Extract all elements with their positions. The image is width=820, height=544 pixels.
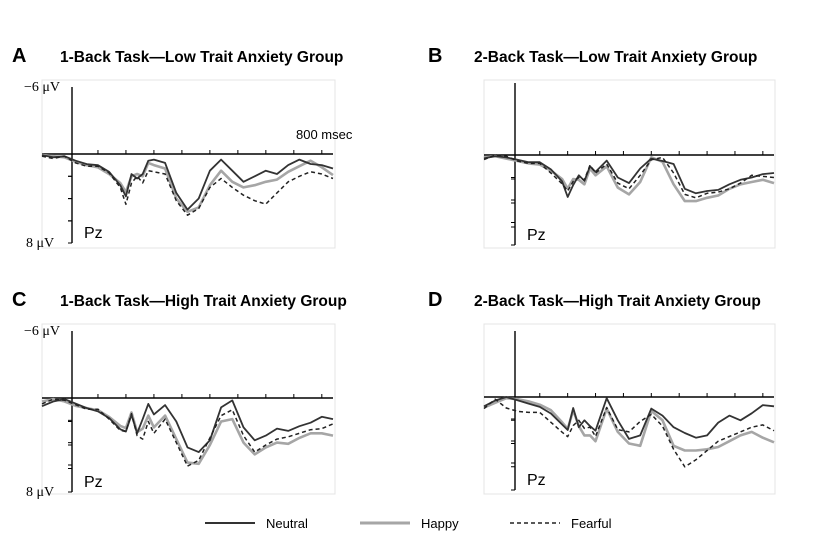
series-neutral-line — [41, 154, 334, 211]
panel-title: 2-Back Task—High Trait Anxiety Group — [474, 293, 761, 310]
panel-d: D 2-Back Task—High Trait Anxiety Group Pz — [428, 289, 776, 495]
series-fearful-line — [41, 155, 334, 216]
y-bottom-label: 8 μV — [26, 485, 54, 500]
panel-a: A 1-Back Task—Low Trait Anxiety Group−6 μ… — [12, 45, 353, 251]
series-happy-line — [483, 396, 775, 452]
y-top-label: −6 μV — [24, 324, 60, 339]
series-neutral-line — [41, 398, 334, 454]
series-fearful-line — [41, 398, 334, 467]
y-top-label: −6 μV — [24, 80, 60, 95]
legend-neutral-label: Neutral — [266, 516, 308, 531]
series-neutral-line — [483, 396, 775, 440]
legend: Neutral Happy Fearful — [205, 516, 612, 531]
electrode-label: Pz — [84, 474, 103, 491]
panel-title: 2-Back Task—Low Trait Anxiety Group — [474, 49, 757, 66]
legend-happy-label: Happy — [421, 516, 459, 531]
plot-area — [483, 323, 776, 495]
electrode-label: Pz — [527, 227, 546, 244]
panel-b: B 2-Back Task—Low Trait Anxiety Group Pz — [428, 45, 776, 249]
panel-title: 1-Back Task—Low Trait Anxiety Group — [60, 49, 343, 66]
y-bottom-label: 8 μV — [26, 236, 54, 251]
series-happy-line — [483, 154, 775, 203]
series-fearful-line — [483, 154, 775, 199]
panel-letter: C — [12, 289, 26, 311]
panel-letter: B — [428, 45, 442, 67]
series-neutral-line — [483, 155, 775, 198]
series-fearful-line — [483, 398, 775, 468]
panel-letter: A — [12, 45, 26, 67]
panel-title: 1-Back Task—High Trait Anxiety Group — [60, 293, 347, 310]
electrode-label: Pz — [527, 472, 546, 489]
panel-c: C 1-Back Task—High Trait Anxiety Group−6 … — [12, 289, 347, 500]
time-scale-label: 800 msec — [296, 127, 353, 142]
legend-fearful-label: Fearful — [571, 516, 612, 531]
panel-letter: D — [428, 289, 442, 311]
electrode-label: Pz — [84, 225, 103, 242]
